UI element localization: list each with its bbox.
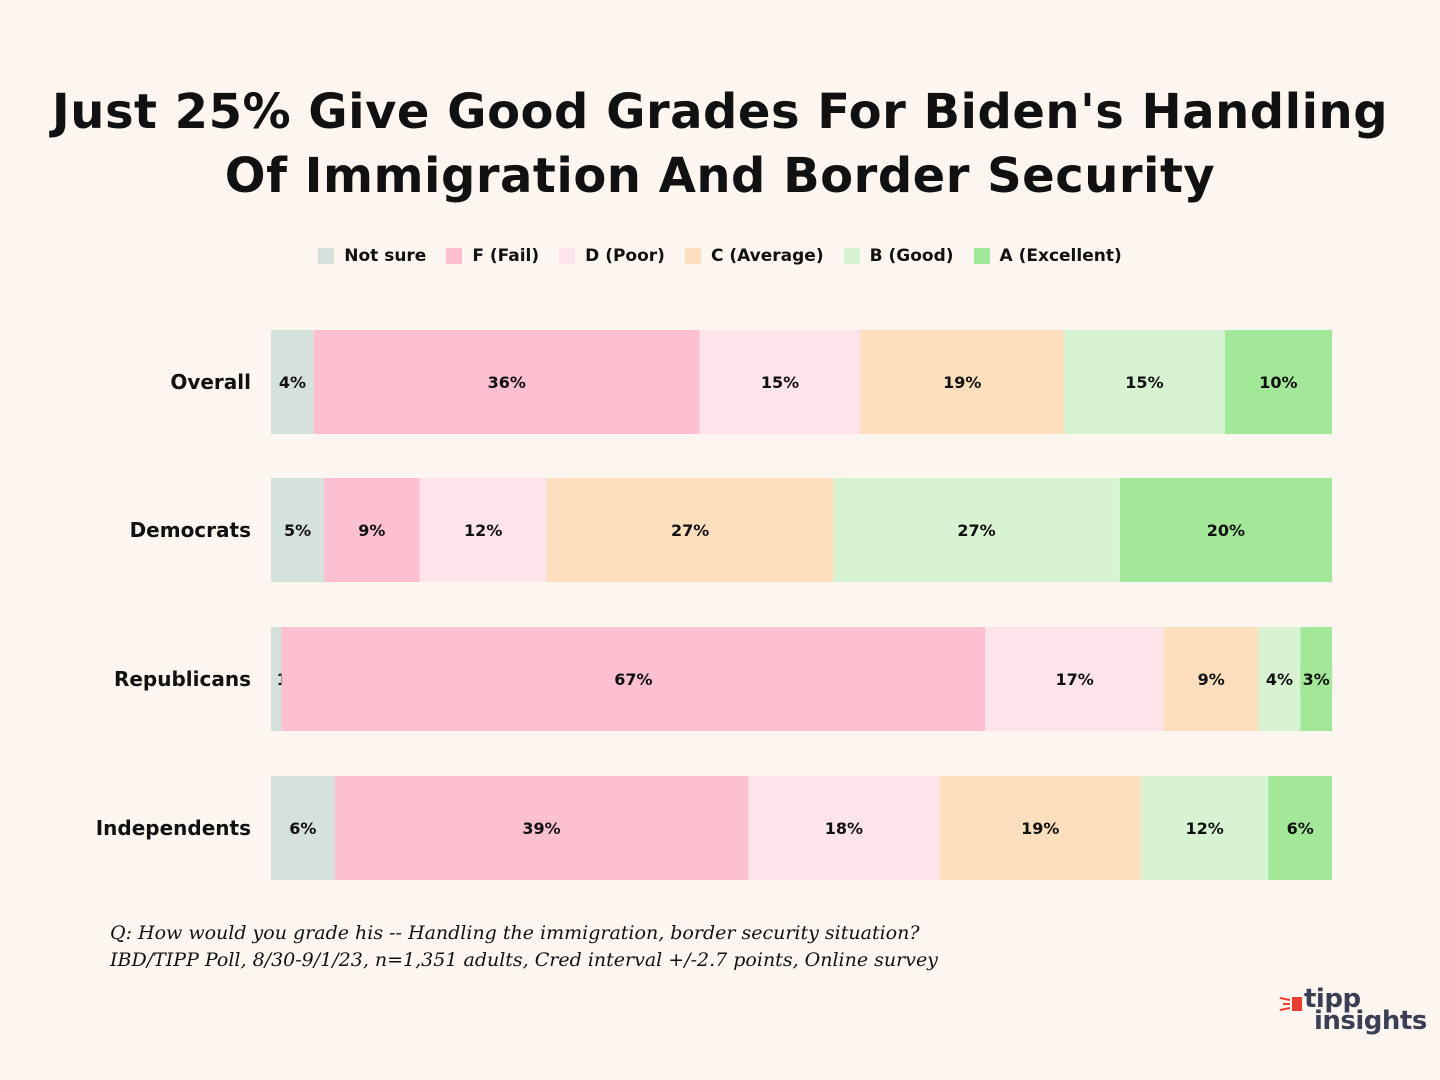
bar-segment <box>1163 627 1259 731</box>
legend-item: D (Poor) <box>559 246 665 266</box>
legend-label: F (Fail) <box>472 246 540 266</box>
legend-item: B (Good) <box>843 246 954 266</box>
legend-swatch <box>684 248 701 264</box>
bar-segment <box>1119 478 1332 582</box>
data-label: 67% <box>614 670 652 689</box>
chart-legend: Not sure F (Fail) D (Poor) C (Average) B (Go… <box>0 246 1440 266</box>
legend-item: F (Fail) <box>446 246 539 266</box>
data-label: 15% <box>761 373 799 392</box>
data-label: 12% <box>464 521 502 540</box>
data-label: 10% <box>1259 373 1297 392</box>
data-label: 19% <box>943 373 981 392</box>
footnote-question: Q: How would you grade his -- Handling t… <box>110 922 920 944</box>
bar-segment <box>281 627 986 731</box>
bar-segment <box>546 478 834 582</box>
legend-label: A (Excellent) <box>999 246 1122 266</box>
bar-segment <box>1141 776 1269 880</box>
bar-segment <box>939 776 1142 880</box>
tipp-insights-logo: tipp insights <box>1278 984 1427 1040</box>
logo-text-top: tipp <box>1304 984 1361 1014</box>
data-label: 9% <box>358 521 385 540</box>
legend-swatch <box>843 248 860 264</box>
data-label: 39% <box>522 819 560 838</box>
legend-label: B (Good) <box>869 246 954 266</box>
bar-segment <box>1258 627 1301 731</box>
tipp-logo-mark-icon <box>1279 997 1302 1011</box>
legend-item: A (Excellent) <box>973 246 1122 266</box>
legend-swatch <box>973 248 990 264</box>
data-label-background <box>1300 667 1333 691</box>
data-label: 4% <box>1266 670 1293 689</box>
chart-title-line-2: Of Immigration And Border Security <box>224 148 1216 204</box>
legend-swatch <box>446 248 463 264</box>
legend-item: Not sure <box>318 246 426 266</box>
bar-segment <box>271 478 325 582</box>
legend-label: C (Average) <box>710 246 824 266</box>
legend-label: Not sure <box>344 246 427 266</box>
data-label: 18% <box>825 819 863 838</box>
bar-segment <box>271 330 314 434</box>
legend-swatch <box>318 248 335 264</box>
bar-segment <box>313 330 700 434</box>
data-label: 27% <box>671 521 709 540</box>
bar-segment <box>748 776 940 880</box>
category-label: Republicans <box>114 667 251 691</box>
data-label: 3% <box>1303 670 1330 689</box>
data-label: 20% <box>1207 521 1245 540</box>
bar-segment <box>985 627 1164 731</box>
legend-item: C (Average) <box>684 246 824 266</box>
legend-label: D (Poor) <box>585 246 665 266</box>
bar-segment <box>271 776 335 880</box>
chart-title-line-1: Just 25% Give Good Grades For Biden's Ha… <box>51 84 1389 140</box>
data-label: 9% <box>1198 670 1225 689</box>
bar-segment <box>419 478 547 582</box>
category-label: Overall <box>170 370 251 394</box>
logo-text-bottom: insights <box>1314 1006 1427 1036</box>
bar-segment <box>1224 330 1332 434</box>
bar-segment <box>324 478 420 582</box>
bar-segment <box>334 776 749 880</box>
legend-swatch <box>559 248 576 264</box>
bar-segment <box>1268 776 1332 880</box>
footnote: Q: How would you grade his -- Handling t… <box>110 920 938 974</box>
bar-segment <box>699 330 861 434</box>
footnote-source: IBD/TIPP Poll, 8/30-9/1/23, n=1,351 adul… <box>110 949 938 971</box>
bar-segment <box>1064 330 1225 434</box>
data-label: 36% <box>488 373 526 392</box>
bar-segment <box>860 330 1065 434</box>
category-label: Independents <box>96 816 251 840</box>
data-label: 4% <box>279 373 306 392</box>
data-label: 6% <box>289 819 316 838</box>
bar-segment <box>833 478 1120 582</box>
category-label: Democrats <box>130 518 251 542</box>
data-label: 15% <box>1125 373 1163 392</box>
data-label: 27% <box>957 521 995 540</box>
chart-title: Just 25% Give Good Grades For Biden's Ha… <box>0 80 1440 208</box>
data-label: 6% <box>1287 819 1314 838</box>
data-label: 17% <box>1055 670 1093 689</box>
data-label: 19% <box>1021 819 1059 838</box>
data-label: 12% <box>1186 819 1224 838</box>
data-label: 5% <box>284 521 311 540</box>
